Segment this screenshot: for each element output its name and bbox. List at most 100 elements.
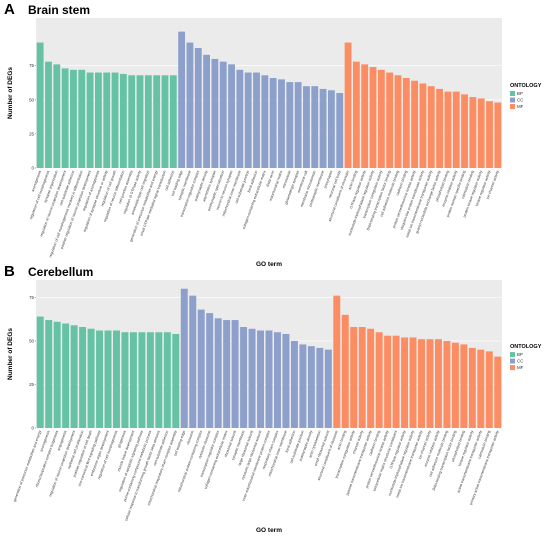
legend-swatch-mf: [510, 104, 515, 109]
bar-cc: [214, 318, 222, 428]
bar-cc: [223, 320, 231, 428]
bar-cc: [186, 42, 194, 168]
panel-letter: A: [4, 1, 15, 18]
bar-bp: [113, 330, 120, 428]
bar-bp: [53, 321, 61, 428]
x-tick-label: membrane raft: [297, 170, 309, 193]
bar-cc: [231, 320, 239, 428]
x-tick-label: presynapse: [323, 170, 333, 189]
bar-mf: [358, 327, 366, 428]
x-tick-label: actin binding: [348, 170, 359, 190]
bar-cc: [253, 72, 260, 168]
legend-label-bp: BP: [517, 91, 523, 96]
y-tick-label: 0: [32, 166, 35, 171]
bar-bp: [86, 72, 94, 168]
bar-mf: [344, 42, 352, 168]
bar-cc: [269, 78, 277, 168]
bar-mf: [402, 78, 410, 168]
bar-mf: [333, 295, 341, 428]
bar-cc: [265, 330, 273, 428]
bar-bp: [146, 332, 154, 428]
bar-bp: [128, 75, 136, 168]
bar-mf: [426, 339, 434, 428]
bar-cc: [219, 61, 227, 168]
panel-a: A Brain stem0255075axonogenesisregulation…: [4, 1, 542, 268]
bar-mf: [451, 342, 459, 428]
legend-title: ONTOLOGY: [510, 344, 542, 350]
bar-mf: [401, 337, 409, 428]
bar-cc: [316, 347, 324, 428]
bar-bp: [163, 332, 171, 428]
y-tick-label: 25: [29, 131, 34, 136]
bar-mf: [386, 72, 394, 168]
bar-cc: [282, 333, 290, 428]
bar-cc: [248, 328, 256, 428]
x-tick-label: focal adhesion: [285, 430, 297, 453]
bar-mf: [411, 80, 419, 168]
bar-bp: [111, 72, 119, 168]
bar-mf: [494, 356, 502, 428]
bar-bp: [121, 332, 129, 428]
bar-cc: [244, 72, 252, 168]
bar-mf: [350, 327, 358, 428]
bar-bp: [104, 330, 112, 428]
x-tick-label: distal axon: [265, 170, 275, 188]
legend-label-mf: MF: [517, 104, 524, 109]
bar-mf: [341, 314, 349, 428]
bar-mf: [485, 351, 493, 428]
x-tick-label: axonogenesis: [31, 170, 42, 192]
bar-mf: [468, 347, 476, 428]
x-tick-label: axonogenesis: [39, 430, 50, 452]
bar-bp: [87, 328, 95, 428]
bar-cc: [286, 82, 294, 168]
bar-cc: [327, 90, 335, 168]
y-axis-title: Number of DEGs: [7, 67, 14, 119]
bar-mf: [377, 69, 385, 168]
bar-bp: [45, 61, 52, 168]
bar-mf: [443, 340, 451, 428]
legend-title: ONTOLOGY: [510, 83, 542, 89]
x-tick-label: ribosome: [186, 430, 195, 445]
bar-cc: [294, 82, 302, 168]
bar-cc: [290, 340, 298, 428]
x-tick-label: gliogenesis: [117, 430, 127, 448]
panel-title: Brain stem: [28, 3, 90, 17]
y-tick-label: 75: [29, 63, 34, 68]
x-axis-title: GO term: [256, 527, 282, 534]
bar-cc: [240, 327, 248, 428]
bar-mf: [477, 98, 485, 168]
legend-swatch-bp: [510, 91, 515, 96]
bar-mf: [477, 349, 485, 428]
bar-mf: [461, 94, 468, 168]
x-axis-title: GO term: [256, 261, 282, 268]
bar-bp: [70, 325, 78, 428]
bar-bp: [61, 68, 69, 168]
y-tick-label: 75: [29, 295, 34, 300]
bar-bp: [45, 320, 53, 428]
bar-bp: [161, 75, 169, 168]
x-tick-label: generation of precursor metabolites and …: [13, 430, 43, 503]
bar-mf: [384, 335, 392, 428]
bar-cc: [336, 93, 344, 168]
bar-mf: [394, 75, 402, 168]
bar-cc: [228, 64, 235, 168]
bar-mf: [418, 339, 425, 428]
bar-mf: [352, 61, 360, 168]
bar-bp: [94, 72, 102, 168]
legend-label-cc: CC: [517, 359, 523, 364]
bar-cc: [180, 288, 188, 428]
bar-bp: [169, 75, 177, 168]
bar-mf: [444, 91, 452, 168]
bar-bp: [36, 42, 44, 168]
bar-mf: [392, 335, 400, 428]
x-tick-label: cell adhesion: [164, 170, 175, 191]
panel-title: Cerebellum: [28, 265, 93, 279]
bar-cc: [189, 295, 197, 428]
bar-bp: [129, 332, 137, 428]
bar-cc: [261, 75, 269, 168]
bar-mf: [460, 344, 468, 428]
bar-bp: [172, 333, 180, 428]
bar-bp: [103, 72, 111, 168]
legend-label-bp: BP: [517, 352, 523, 357]
